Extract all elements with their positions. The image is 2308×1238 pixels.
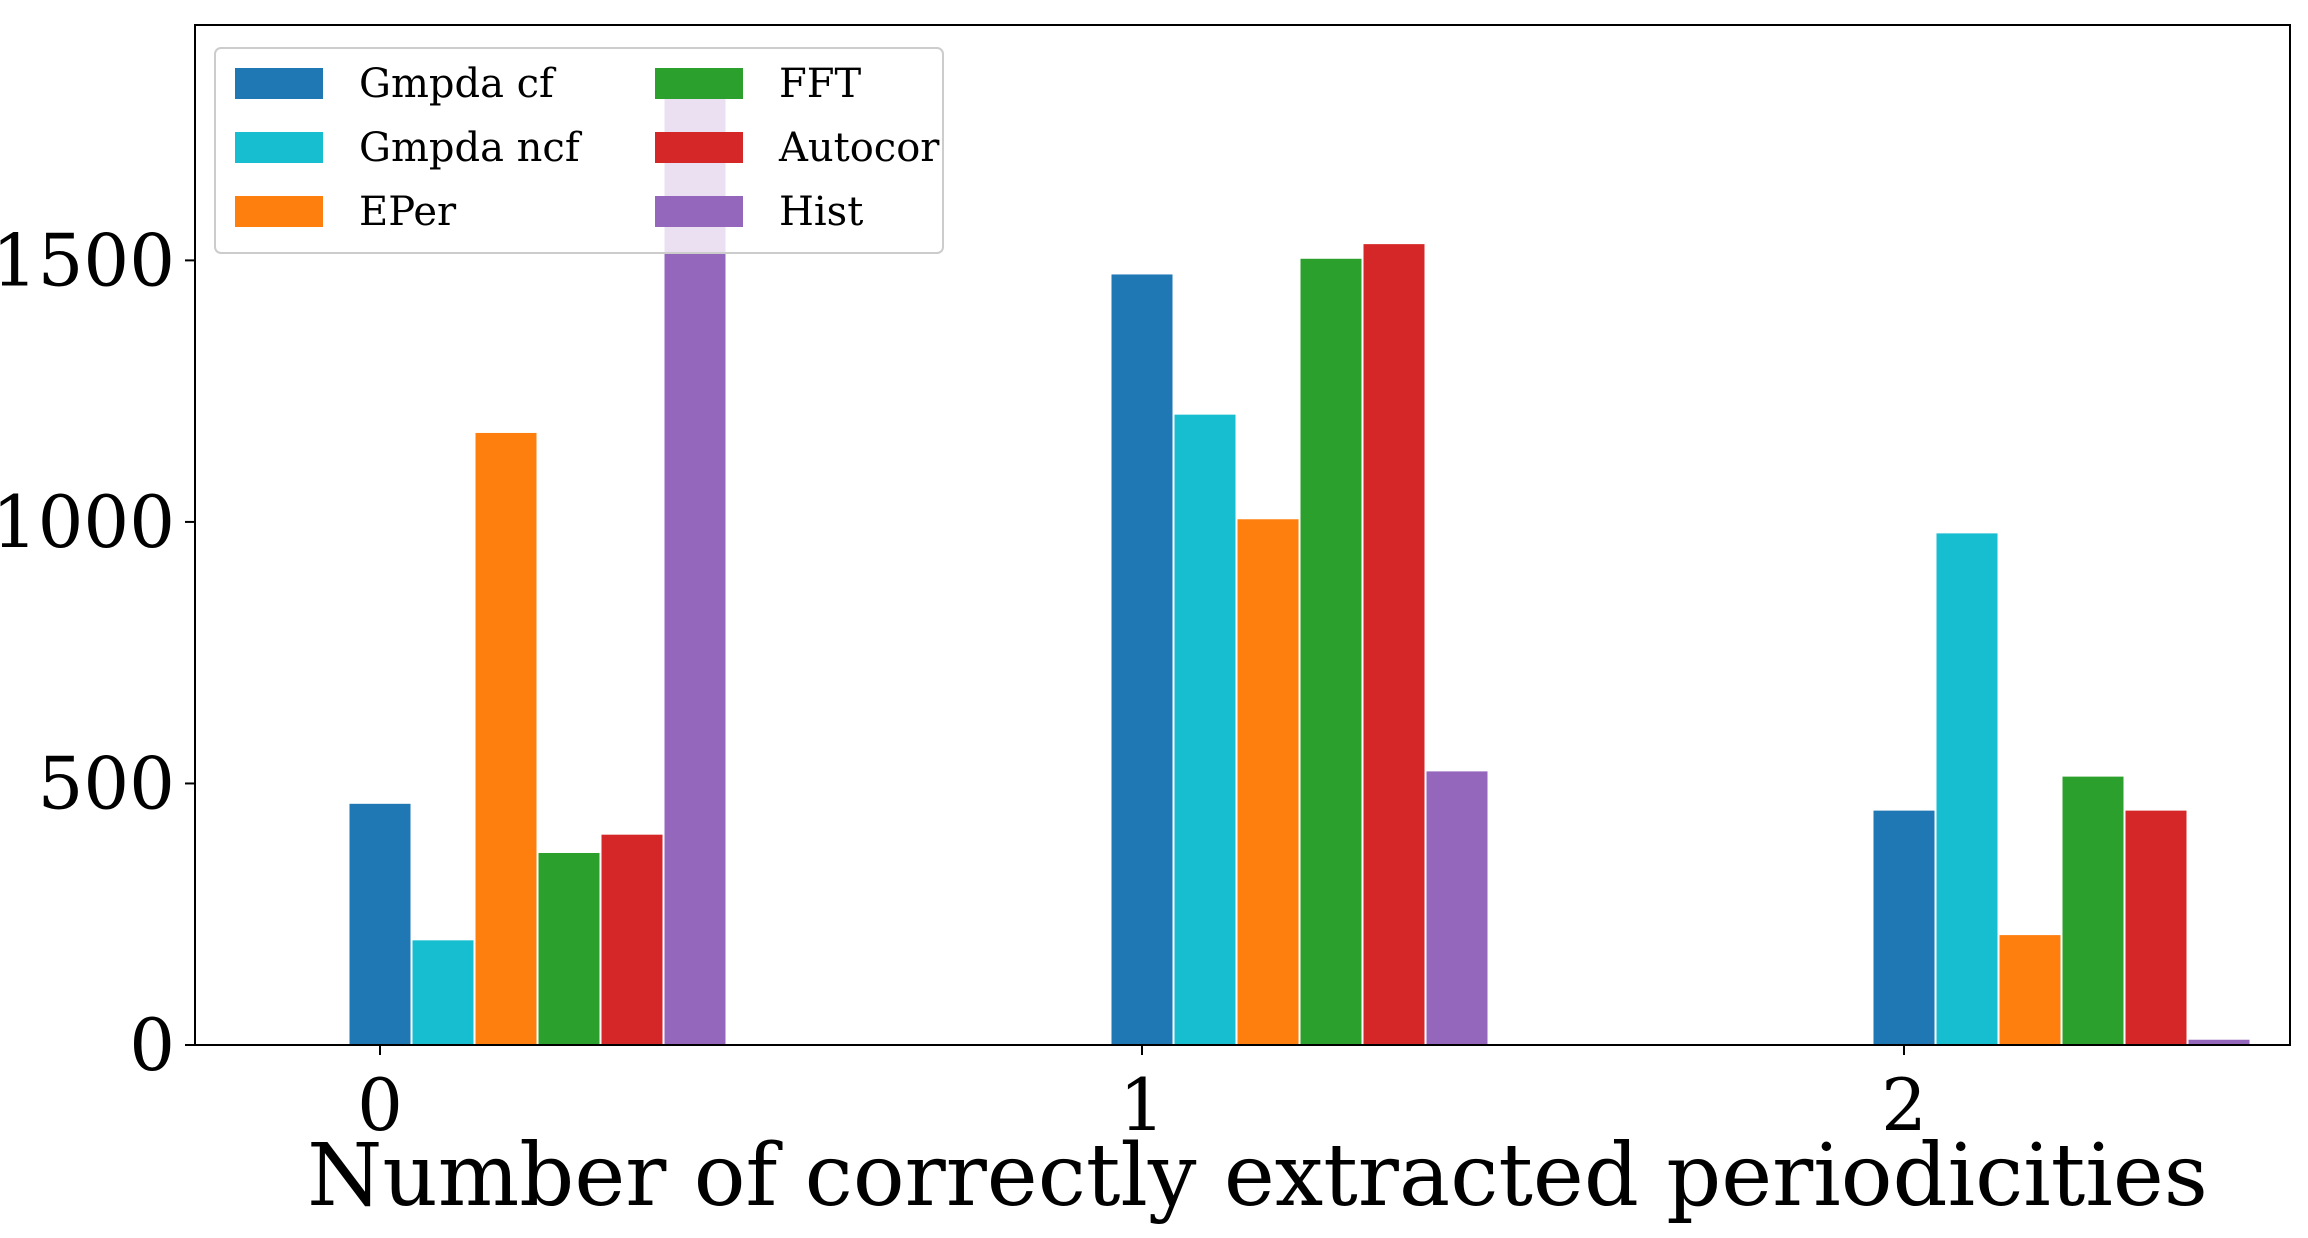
x-tick-label: 2 [1881, 1063, 1927, 1147]
bars-layer [347, 74, 2252, 1047]
bar-fft-cat-2 [2060, 774, 2126, 1046]
legend-swatch-gmpda-cf [235, 68, 323, 99]
legend-swatch-hist [655, 196, 743, 227]
x-tick-label: 1 [1119, 1063, 1165, 1147]
legend-label-eper: EPer [359, 189, 457, 235]
bar-fft-cat-1 [1298, 256, 1364, 1046]
y-tick-label: 1500 [0, 218, 175, 302]
bar-eper-cat-2 [1997, 933, 2063, 1046]
bar-gmpda-ncf-cat-2 [1934, 531, 2000, 1046]
bar-gmpda-cf-cat-1 [1109, 272, 1175, 1046]
legend-label-gmpda-ncf: Gmpda ncf [359, 125, 583, 171]
legend-label-hist: Hist [779, 189, 863, 235]
bar-eper-cat-1 [1235, 517, 1301, 1046]
bar-autocor-cat-1 [1361, 242, 1427, 1047]
bar-fft-cat-0 [536, 850, 602, 1046]
x-axis-title: Number of correctly extracted periodicit… [307, 1126, 2208, 1226]
legend-box [214, 47, 944, 254]
x-axis: 0 1 2 [357, 1045, 1927, 1147]
bar-gmpda-ncf-cat-1 [1172, 412, 1238, 1046]
legend-label-gmpda-cf: Gmpda cf [359, 61, 557, 107]
bar-gmpda-cf-cat-0 [347, 801, 413, 1046]
legend-swatch-fft [655, 68, 743, 99]
y-tick-label: 500 [38, 741, 175, 825]
y-axis: 0 500 1000 1500 [0, 218, 195, 1087]
bar-hist-cat-1 [1424, 769, 1490, 1047]
legend-swatch-autocor [655, 132, 743, 163]
bar-gmpda-ncf-cat-0 [410, 938, 476, 1046]
legend-label-fft: FFT [779, 61, 862, 107]
legend: Gmpda cf Gmpda ncf EPer FFT Autocor Hist [214, 47, 944, 254]
bar-gmpda-cf-cat-2 [1871, 808, 1937, 1046]
bar-autocor-cat-0 [599, 832, 665, 1047]
bar-eper-cat-0 [473, 430, 539, 1046]
legend-swatch-gmpda-ncf [235, 132, 323, 163]
plot-frame [194, 24, 2291, 1046]
y-tick-label: 1000 [0, 480, 175, 564]
legend-label-autocor: Autocor [778, 125, 940, 171]
x-tick-label: 0 [357, 1063, 403, 1147]
y-tick-label: 0 [129, 1003, 175, 1087]
legend-swatch-eper [235, 196, 323, 227]
bar-autocor-cat-2 [2123, 808, 2189, 1046]
